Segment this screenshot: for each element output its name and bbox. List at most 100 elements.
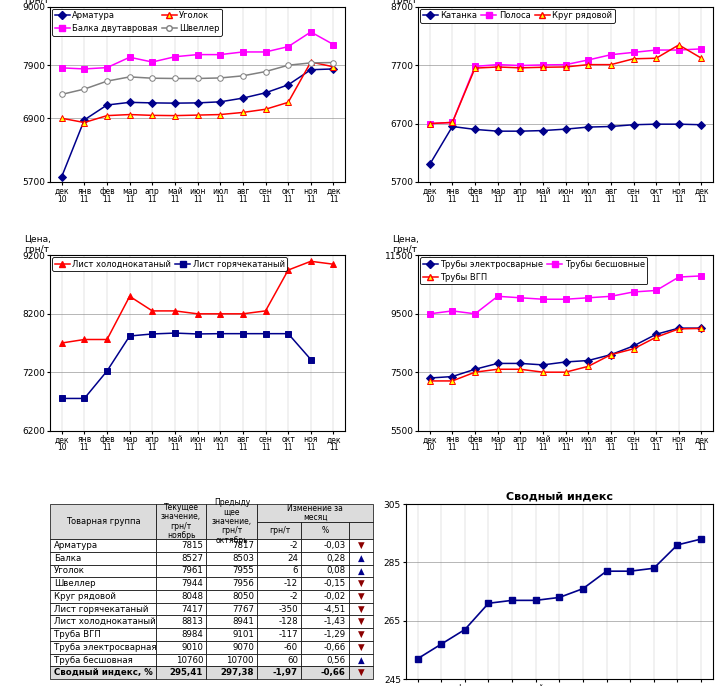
Bar (207, 552, 257, 565)
Bar (349, 666, 373, 679)
Bar (302, 578, 349, 590)
Bar (50, 666, 156, 679)
Text: Цена,
грн/т: Цена, грн/т (24, 0, 51, 5)
Bar (50, 603, 156, 615)
Text: 9101: 9101 (232, 630, 254, 639)
Bar (257, 628, 302, 641)
Bar (156, 628, 207, 641)
Text: ▲: ▲ (358, 554, 364, 563)
Bar (349, 552, 373, 565)
Bar (50, 654, 156, 666)
Bar (349, 565, 373, 578)
Bar (302, 641, 349, 654)
Text: 0,28: 0,28 (326, 554, 346, 563)
Bar (207, 628, 257, 641)
Text: -2: -2 (289, 592, 298, 601)
Text: 60: 60 (287, 656, 298, 665)
Bar (156, 590, 207, 603)
Bar (349, 603, 373, 615)
Bar (50, 578, 156, 590)
Text: Труба ВГП: Труба ВГП (54, 630, 101, 639)
Text: -4,51: -4,51 (323, 604, 346, 613)
Text: Лист холоднокатаный: Лист холоднокатаный (54, 617, 156, 626)
Bar (156, 666, 207, 679)
Text: 8527: 8527 (181, 554, 203, 563)
Bar (156, 603, 207, 615)
Text: 8984: 8984 (181, 630, 203, 639)
Bar (302, 603, 349, 615)
Text: Цена,
грн/т: Цена, грн/т (24, 235, 51, 254)
Bar (257, 615, 302, 628)
Bar (207, 615, 257, 628)
Text: Лист горячекатаный: Лист горячекатаный (54, 604, 148, 613)
Text: 8050: 8050 (232, 592, 254, 601)
Legend: Лист холоднокатаный, Лист горячекатаный: Лист холоднокатаный, Лист горячекатаный (52, 257, 287, 271)
Text: ▼: ▼ (358, 604, 364, 613)
Bar (207, 641, 257, 654)
Text: 7961: 7961 (181, 567, 203, 576)
Bar (349, 615, 373, 628)
Text: ▼: ▼ (358, 541, 364, 550)
Bar (349, 539, 373, 552)
Bar (156, 552, 207, 565)
Text: ▼: ▼ (358, 617, 364, 626)
Text: 7955: 7955 (232, 567, 254, 576)
Text: грн/т: грн/т (269, 526, 290, 535)
Bar (349, 641, 373, 654)
Legend: Катанка, Полоса, Круг рядовой: Катанка, Полоса, Круг рядовой (420, 8, 615, 23)
Text: 9010: 9010 (181, 643, 203, 652)
Text: 10700: 10700 (227, 656, 254, 665)
Text: -1,29: -1,29 (323, 630, 346, 639)
Text: ▼: ▼ (358, 579, 364, 588)
Bar (207, 603, 257, 615)
Bar (302, 615, 349, 628)
Bar (257, 565, 302, 578)
Text: Круг рядовой: Круг рядовой (54, 592, 116, 601)
Text: Цена,
грн/т: Цена, грн/т (392, 0, 419, 5)
Text: 295,41: 295,41 (170, 668, 203, 677)
Text: Балка: Балка (54, 554, 81, 563)
Text: 8503: 8503 (232, 554, 254, 563)
Text: Изменение за
месяц: Изменение за месяц (287, 504, 343, 522)
Bar (207, 578, 257, 590)
Bar (50, 615, 156, 628)
Bar (257, 666, 302, 679)
Bar (257, 578, 302, 590)
Bar (156, 539, 207, 552)
Text: -0,66: -0,66 (320, 668, 346, 677)
Text: Арматура: Арматура (54, 541, 98, 550)
Text: %: % (322, 526, 329, 535)
Bar (349, 654, 373, 666)
Text: ▲: ▲ (358, 656, 364, 665)
Bar (207, 666, 257, 679)
Text: 7417: 7417 (181, 604, 203, 613)
Bar (207, 504, 257, 539)
Bar (257, 641, 302, 654)
Bar (257, 539, 302, 552)
Text: Швеллер: Швеллер (54, 579, 96, 588)
Text: 0,56: 0,56 (326, 656, 346, 665)
Bar (156, 504, 207, 539)
Bar (257, 590, 302, 603)
Text: 7817: 7817 (232, 541, 254, 550)
Text: ▼: ▼ (358, 643, 364, 652)
Text: 24: 24 (287, 554, 298, 563)
Text: -128: -128 (279, 617, 298, 626)
Text: Текущее
значение,
грн/т
ноябрь: Текущее значение, грн/т ноябрь (161, 503, 201, 540)
Bar (156, 654, 207, 666)
Bar (257, 521, 302, 539)
Bar (50, 641, 156, 654)
Text: Товарная группа: Товарная группа (66, 517, 140, 526)
Bar (50, 590, 156, 603)
Text: 8813: 8813 (181, 617, 203, 626)
Bar (349, 521, 373, 539)
Bar (349, 628, 373, 641)
Text: -0,15: -0,15 (323, 579, 346, 588)
Text: ▼: ▼ (358, 592, 364, 601)
Bar (302, 654, 349, 666)
Text: -0,02: -0,02 (323, 592, 346, 601)
Text: 8048: 8048 (181, 592, 203, 601)
Bar (156, 565, 207, 578)
Text: -117: -117 (279, 630, 298, 639)
Text: -1,43: -1,43 (323, 617, 346, 626)
